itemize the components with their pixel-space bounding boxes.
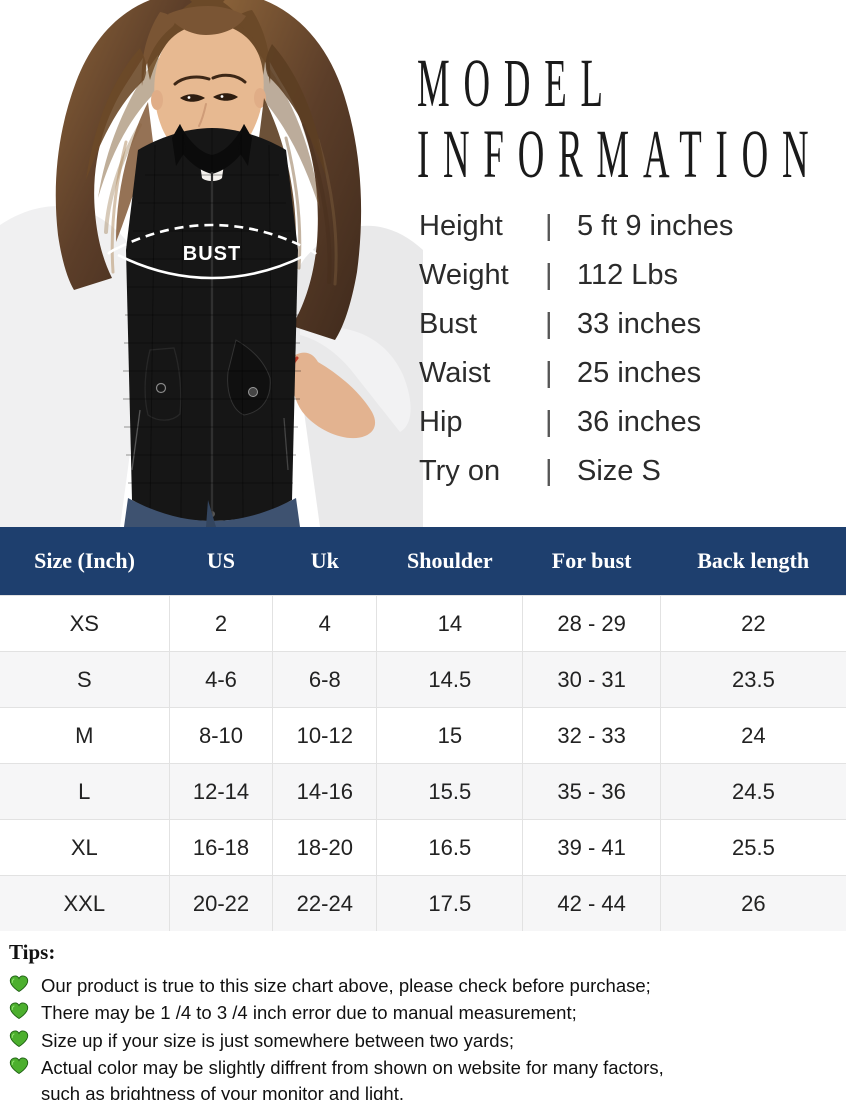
svg-text:BUST: BUST <box>183 243 241 265</box>
